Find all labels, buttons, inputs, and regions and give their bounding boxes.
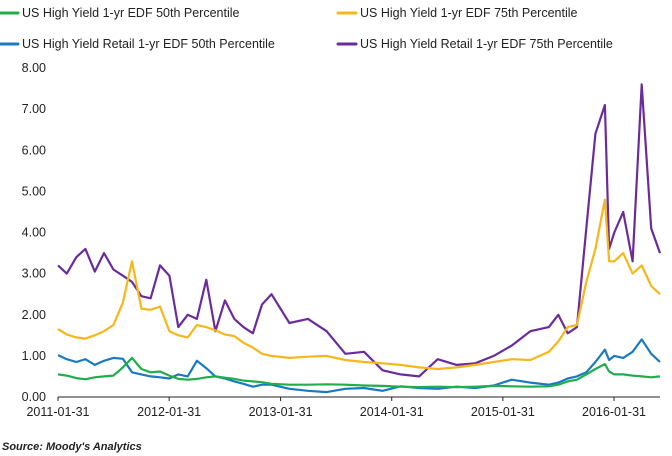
y-tick-label: 5.00 [22, 184, 46, 198]
legend-item-series-2: US High Yield 1-yr EDF 75th Percentile [336, 6, 578, 20]
y-axis-tick-labels: 0.00 1.00 2.00 3.00 4.00 5.00 6.00 7.00 8.00 [22, 61, 46, 404]
x-tick-label: 2012-01-31 [137, 405, 201, 419]
legend-item-series-4: US High Yield Retail 1-yr EDF 75th Perce… [336, 37, 613, 51]
legend: US High Yield 1-yr EDF 50th Percentile U… [0, 6, 613, 51]
series-line-4 [57, 83, 662, 378]
x-tick-label: 2015-01-31 [471, 405, 535, 419]
series-line-2 [57, 198, 661, 371]
legend-label-series-1: US High Yield 1-yr EDF 50th Percentile [22, 6, 240, 20]
y-tick-label: 1.00 [22, 349, 46, 363]
x-tick-label: 2014-01-31 [360, 405, 424, 419]
x-tick-label: 2013-01-31 [249, 405, 313, 419]
series-line-3 [57, 338, 661, 394]
y-tick-label: 6.00 [22, 143, 46, 157]
legend-item-series-1: US High Yield 1-yr EDF 50th Percentile [0, 6, 240, 20]
series-line-1 [57, 356, 661, 389]
x-tick-label: 2016-01-31 [582, 405, 646, 419]
y-tick-label: 3.00 [22, 267, 46, 281]
y-tick-label: 2.00 [22, 308, 46, 322]
source-note: Source: Moody's Analytics [2, 441, 142, 453]
legend-label-series-4: US High Yield Retail 1-yr EDF 75th Perce… [360, 37, 613, 51]
y-tick-label: 8.00 [22, 61, 46, 75]
x-axis-tick-labels: 2011-01-31 2012-01-31 2013-01-31 2014-01-31… [26, 397, 646, 419]
x-tick-label: 2011-01-31 [26, 405, 89, 419]
legend-label-series-2: US High Yield 1-yr EDF 75th Percentile [360, 6, 578, 20]
y-tick-label: 0.00 [22, 390, 46, 404]
y-tick-label: 4.00 [22, 226, 46, 240]
y-tick-label: 7.00 [22, 102, 46, 116]
legend-item-series-3: US High Yield Retail 1-yr EDF 50th Perce… [0, 37, 275, 51]
plot-area [57, 83, 662, 394]
legend-label-series-3: US High Yield Retail 1-yr EDF 50th Perce… [22, 37, 275, 51]
